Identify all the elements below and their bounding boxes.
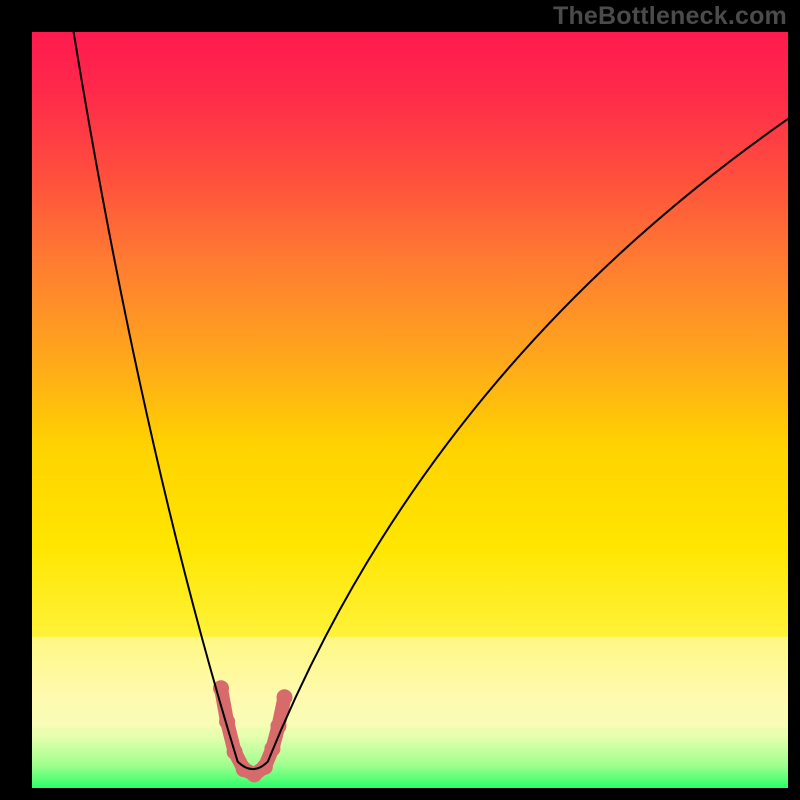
chart-svg bbox=[0, 0, 800, 800]
valley-marker-dot bbox=[277, 689, 293, 705]
valley-marker-dot bbox=[270, 718, 286, 734]
watermark-text: TheBottleneck.com bbox=[553, 2, 787, 31]
pale-band bbox=[32, 637, 788, 728]
